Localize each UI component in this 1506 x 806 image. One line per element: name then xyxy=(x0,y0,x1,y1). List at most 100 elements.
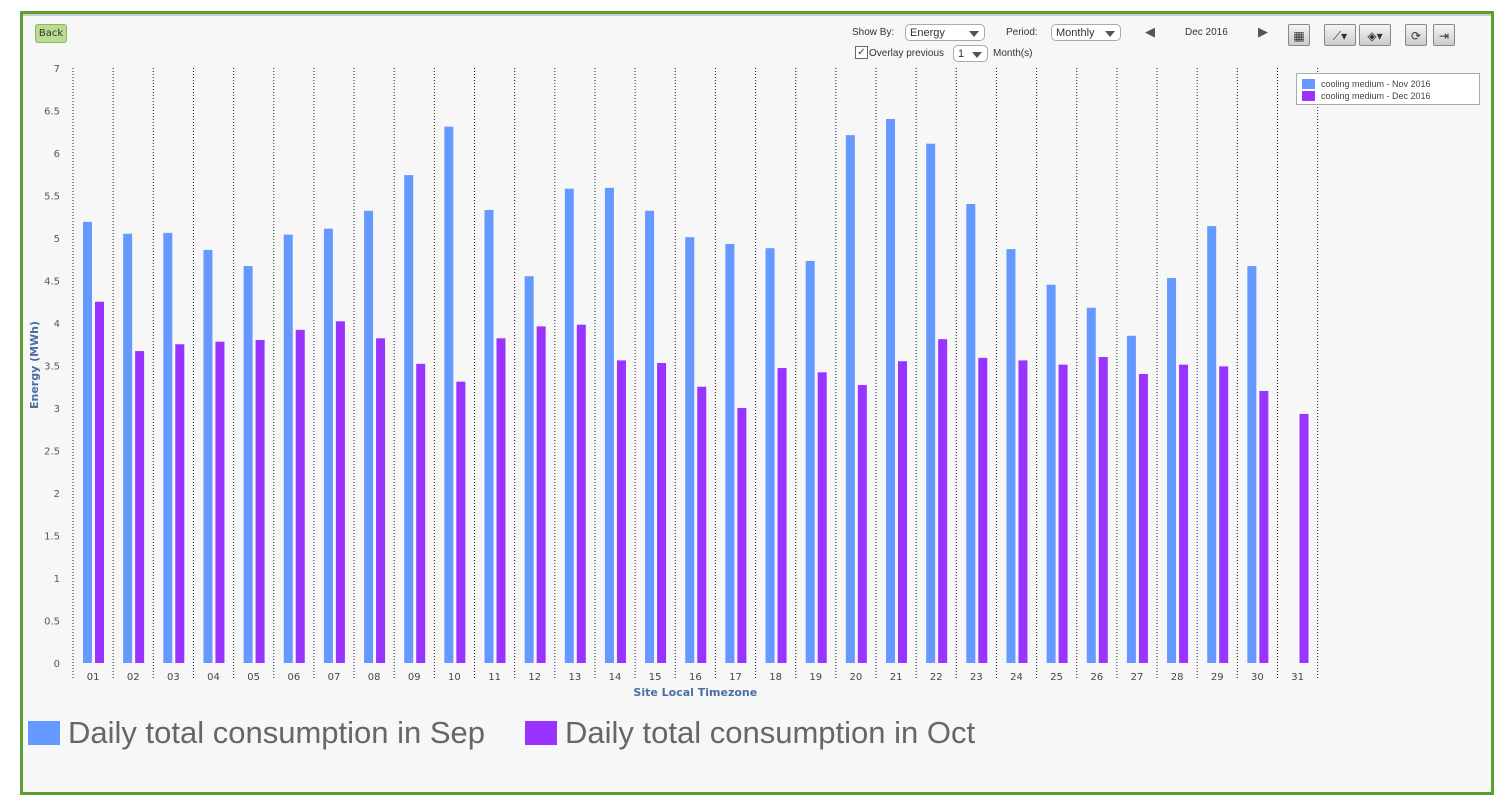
x-tick-label: 23 xyxy=(970,672,983,683)
x-tick-label: 05 xyxy=(247,672,260,683)
x-tick-label: 21 xyxy=(890,672,903,683)
x-tick-label: 15 xyxy=(649,672,662,683)
bar-dec xyxy=(1098,357,1108,663)
x-tick-label: 06 xyxy=(287,672,300,683)
bar-nov xyxy=(765,248,775,663)
bar-nov xyxy=(645,210,655,664)
bar-dec xyxy=(898,361,907,663)
x-tick-label: 09 xyxy=(408,672,421,683)
bar-nov xyxy=(1086,307,1096,663)
x-tick-label: 26 xyxy=(1090,672,1103,683)
caption-legend: Daily total consumption in Sep Daily tot… xyxy=(28,715,975,751)
bar-nov xyxy=(524,276,534,663)
bar-nov xyxy=(1046,284,1056,663)
refresh-icon[interactable]: ⟳ xyxy=(1405,24,1427,46)
layers-icon[interactable]: ◈▾ xyxy=(1359,24,1391,46)
y-tick-label: 7 xyxy=(54,64,60,75)
y-tick-label: 5 xyxy=(54,234,60,245)
x-tick-label: 19 xyxy=(809,672,822,683)
overlay-checkbox[interactable]: ✓ xyxy=(855,46,868,59)
show-by-select[interactable]: Energy xyxy=(905,24,985,41)
x-tick-label: 30 xyxy=(1251,672,1264,683)
period-label: Period: xyxy=(1006,27,1038,38)
period-display: Dec 2016 xyxy=(1185,27,1228,38)
caption-item: Daily total consumption in Sep xyxy=(68,715,486,750)
y-tick-label: 6.5 xyxy=(44,107,60,118)
bar-dec xyxy=(376,338,386,663)
bar-nov xyxy=(564,188,574,663)
x-tick-label: 12 xyxy=(528,672,541,683)
calendar-icon[interactable]: ▦ xyxy=(1288,24,1310,46)
bar-dec xyxy=(857,385,867,663)
bar-nov xyxy=(1006,249,1016,664)
next-period-icon[interactable]: ▶ xyxy=(1258,24,1268,39)
x-tick-label: 16 xyxy=(689,672,702,683)
x-tick-label: 07 xyxy=(328,672,341,683)
x-tick-label: 11 xyxy=(488,672,501,683)
bar-dec xyxy=(616,360,626,663)
bar-nov xyxy=(444,126,454,663)
bar-nov xyxy=(404,175,414,663)
bar-dec xyxy=(938,339,948,663)
bar-dec xyxy=(175,344,185,663)
x-tick-label: 24 xyxy=(1010,672,1023,683)
bar-dec xyxy=(416,363,426,663)
prev-period-icon[interactable]: ◀ xyxy=(1145,24,1155,39)
period-select[interactable]: Monthly xyxy=(1051,24,1121,41)
x-tick-label: 27 xyxy=(1131,672,1144,683)
x-tick-label: 22 xyxy=(930,672,943,683)
y-tick-label: 0 xyxy=(54,659,60,670)
x-tick-label: 01 xyxy=(87,672,100,683)
x-tick-label: 31 xyxy=(1291,672,1304,683)
y-tick-label: 2.5 xyxy=(44,447,60,458)
x-tick-label: 25 xyxy=(1050,672,1063,683)
caption-item: Daily total consumption in Oct xyxy=(565,715,976,750)
bar-nov xyxy=(725,243,735,663)
x-axis-label: Site Local Timezone xyxy=(633,686,757,699)
bar-nov xyxy=(484,209,494,663)
bar-dec xyxy=(1138,374,1148,663)
bar-nov xyxy=(83,221,92,663)
overlay-unit-label: Month(s) xyxy=(993,48,1033,59)
legend-item: cooling medium - Nov 2016 xyxy=(1302,78,1479,89)
caption-swatch xyxy=(28,721,60,745)
x-tick-label: 10 xyxy=(448,672,461,683)
bar-dec xyxy=(1219,366,1229,663)
bar-nov xyxy=(163,232,173,663)
back-button[interactable]: Back xyxy=(35,24,67,43)
bar-dec xyxy=(496,338,506,663)
x-tick-label: 20 xyxy=(850,672,863,683)
bar-nov xyxy=(323,228,333,663)
bar-dec xyxy=(1259,391,1269,663)
bar-nov xyxy=(364,210,374,664)
bar-dec xyxy=(1058,364,1068,663)
bar-nov xyxy=(805,260,815,663)
y-tick-label: 3.5 xyxy=(44,362,60,373)
bar-nov xyxy=(203,249,213,663)
y-axis-label: Energy (MWh) xyxy=(28,321,41,409)
export-icon[interactable]: ⇥ xyxy=(1433,24,1455,46)
line-chart-icon[interactable]: ⟋▾ xyxy=(1324,24,1356,46)
bar-nov xyxy=(1167,277,1177,663)
x-tick-label: 13 xyxy=(569,672,582,683)
bar-nov xyxy=(1126,335,1136,663)
y-tick-label: 5.5 xyxy=(44,192,60,203)
bar-dec xyxy=(777,368,787,663)
bar-dec xyxy=(295,329,305,663)
chart-legend: cooling medium - Nov 2016 cooling medium… xyxy=(1296,73,1480,105)
bar-dec xyxy=(335,321,345,663)
bar-dec xyxy=(255,340,265,663)
x-tick-label: 03 xyxy=(167,672,180,683)
bar-dec xyxy=(1299,413,1309,663)
overlay-count-select[interactable]: 1 xyxy=(953,45,988,62)
bar-dec xyxy=(536,326,546,663)
legend-swatch xyxy=(1302,90,1315,101)
bar-dec xyxy=(978,357,988,663)
x-tick-label: 29 xyxy=(1211,672,1224,683)
y-tick-label: 3 xyxy=(54,404,60,415)
bar-nov xyxy=(123,233,133,663)
bar-nov xyxy=(685,237,695,663)
bar-nov xyxy=(283,234,293,663)
y-tick-label: 6 xyxy=(54,149,60,160)
